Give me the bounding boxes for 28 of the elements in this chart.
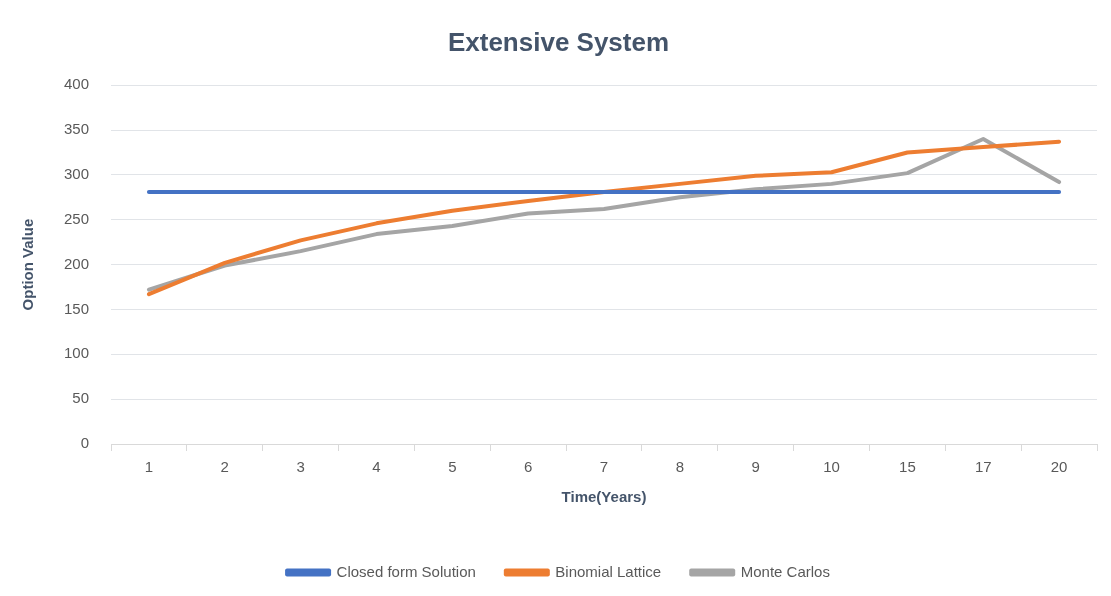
x-tick-label: 5 xyxy=(448,458,457,476)
y-tick-label: 100 xyxy=(64,344,90,362)
y-axis-title: Option Value xyxy=(19,218,37,311)
y-tick-label: 0 xyxy=(80,434,90,452)
x-tick-label: 8 xyxy=(675,458,685,476)
y-tick-label: 300 xyxy=(64,165,90,183)
chart-title: Extensive System xyxy=(447,26,670,57)
x-tick-label: 1 xyxy=(144,458,154,476)
y-tick-label: 150 xyxy=(64,299,90,317)
legend-label: Binomial Lattice xyxy=(555,562,662,580)
y-tick-label: 350 xyxy=(64,120,90,138)
x-tick-label: 4 xyxy=(372,458,381,476)
x-tick-label: 9 xyxy=(751,458,760,476)
x-tick-label: 17 xyxy=(974,458,992,476)
x-tick-label: 10 xyxy=(823,458,840,476)
x-tick-label: 15 xyxy=(899,458,916,476)
x-tick-label: 2 xyxy=(220,458,229,476)
x-tick-label: 7 xyxy=(599,458,609,476)
y-tick-label: 250 xyxy=(64,209,90,227)
legend-label: Closed form Solution xyxy=(336,562,476,580)
x-tick-label: 20 xyxy=(1050,458,1068,476)
x-axis-title: Time(Years) xyxy=(561,488,647,506)
legend-label: Monte Carlos xyxy=(740,562,830,580)
x-tick-label: 3 xyxy=(296,458,305,476)
y-tick-label: 400 xyxy=(64,75,90,93)
y-tick-label: 200 xyxy=(64,254,90,272)
y-tick-label: 50 xyxy=(72,389,90,407)
x-tick-label: 6 xyxy=(524,458,533,476)
